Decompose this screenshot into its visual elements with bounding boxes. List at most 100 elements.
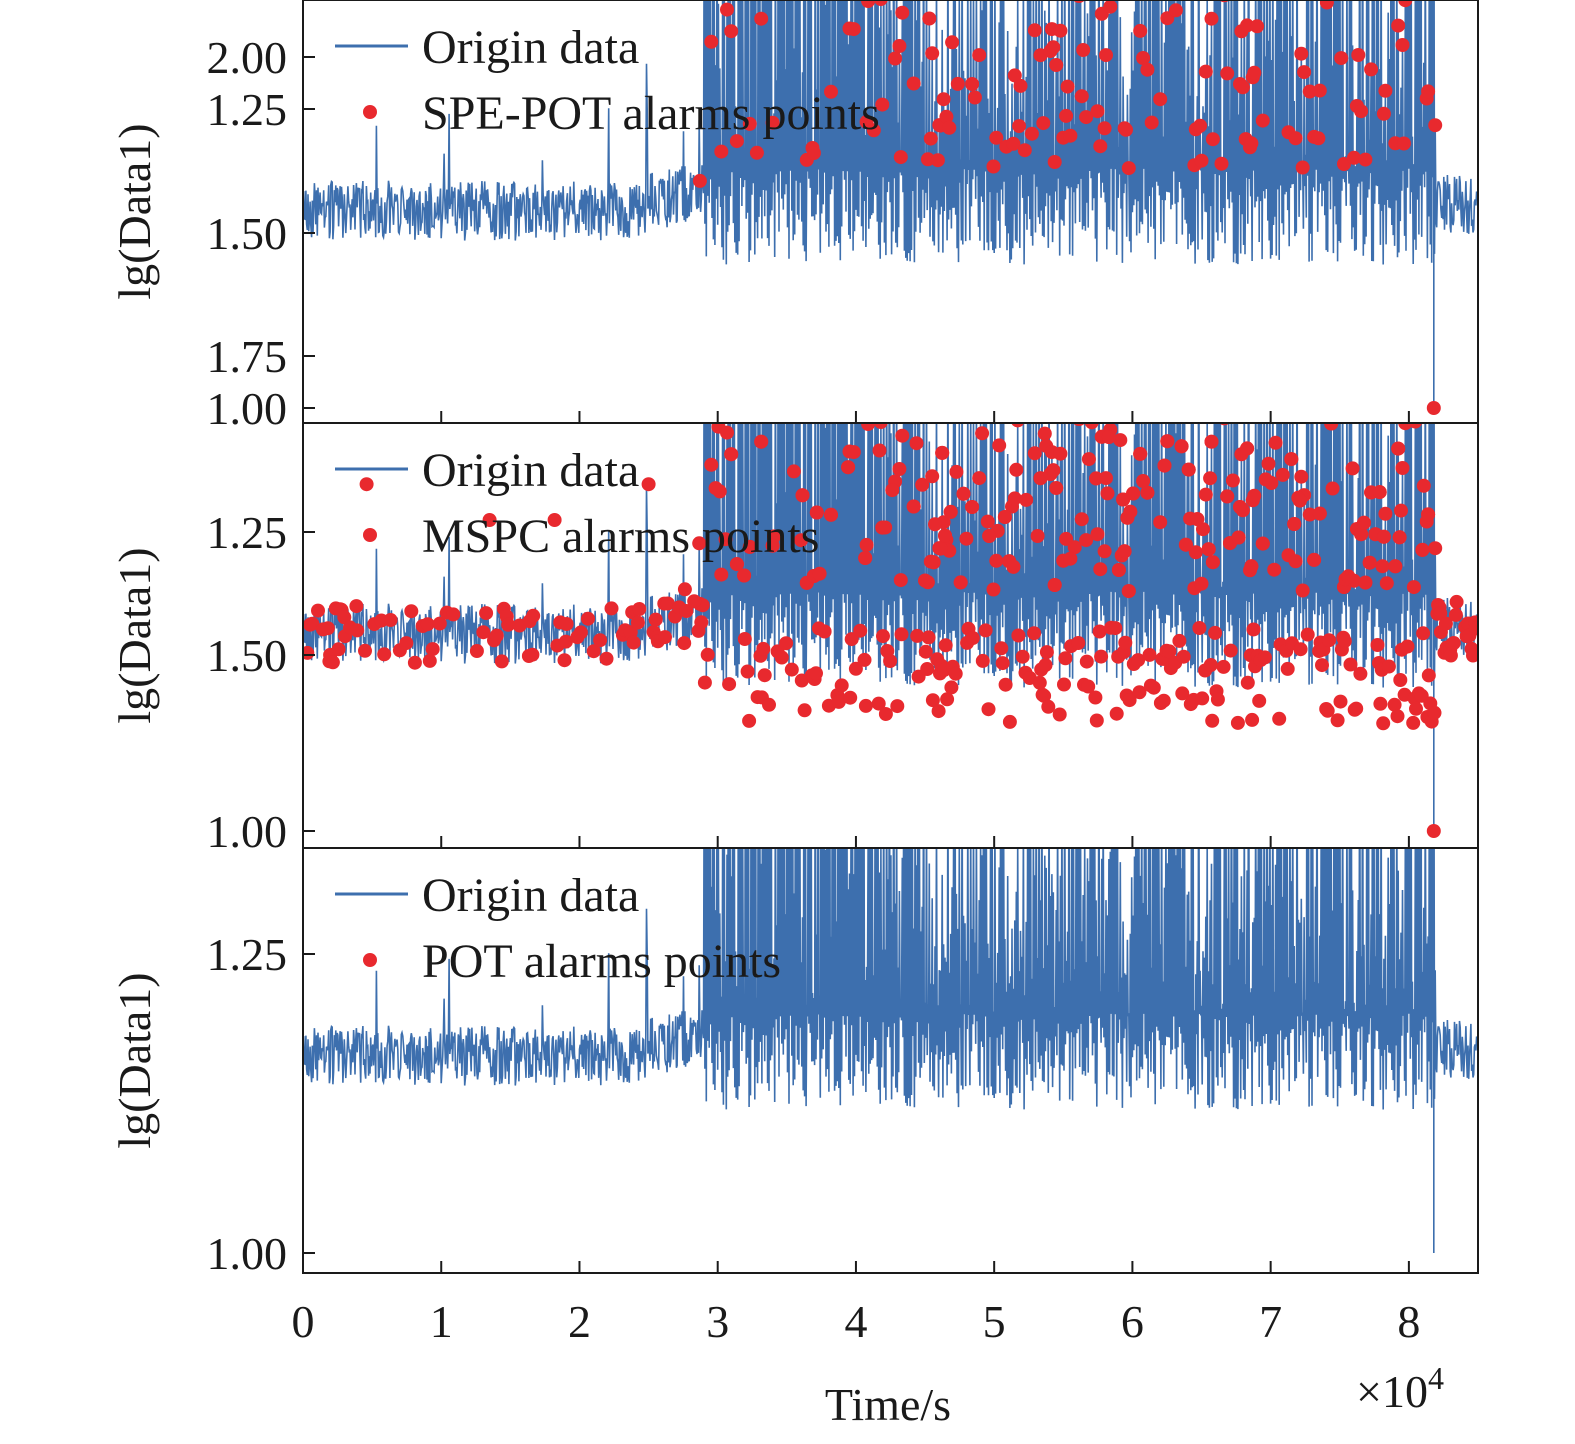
alarm-point <box>1142 300 1156 314</box>
alarm-point <box>720 2 734 17</box>
alarm-point <box>801 328 815 342</box>
alarm-point <box>928 517 942 532</box>
alarm-point <box>1395 461 1410 475</box>
x-tick-label: 3 <box>706 1296 729 1347</box>
alarm-point <box>1130 357 1144 371</box>
legend-dot-swatch <box>363 105 377 119</box>
alarm-point <box>1322 633 1337 648</box>
alarm-point <box>1335 423 1342 424</box>
alarm-point <box>837 323 851 337</box>
alarm-point <box>1057 677 1071 692</box>
alarm-point <box>1208 625 1223 640</box>
alarm-point <box>1387 375 1401 389</box>
alarm-point <box>1092 292 1106 306</box>
alarm-point <box>910 628 925 643</box>
alarm-point <box>1244 559 1259 574</box>
alarm-point <box>1387 697 1402 712</box>
alarm-point <box>917 293 931 307</box>
alarm-point <box>1170 326 1184 340</box>
alarm-point <box>925 46 940 61</box>
alarm-point <box>749 145 764 160</box>
legend-label: Origin data <box>422 21 639 74</box>
alarm-point <box>1283 361 1297 375</box>
alarm-point <box>1312 506 1327 521</box>
alarm-point <box>1341 569 1356 584</box>
alarm-point <box>1410 329 1424 343</box>
alarm-point <box>920 376 934 390</box>
alarm-point <box>1170 326 1184 340</box>
alarm-point <box>1443 648 1458 663</box>
alarm-point <box>1294 469 1309 484</box>
alarm-point <box>1302 84 1317 99</box>
alarm-point <box>1121 584 1136 599</box>
alarm-point <box>1287 517 1302 531</box>
alarm-point <box>922 11 937 26</box>
alarm-point <box>1153 515 1168 530</box>
alarm-point <box>1086 393 1100 407</box>
alarm-point <box>1110 354 1124 368</box>
alarm-point <box>1190 512 1205 527</box>
alarm-point <box>1042 355 1056 369</box>
alarm-point <box>677 582 692 597</box>
plot-area <box>303 848 1478 1253</box>
y-tick-label: 1.25 <box>207 507 288 558</box>
alarm-point <box>1214 156 1229 171</box>
alarm-point <box>1122 693 1137 708</box>
alarm-point <box>1398 0 1413 8</box>
alarm-point <box>1016 391 1030 405</box>
alarm-point <box>977 346 991 360</box>
alarm-point <box>311 603 325 618</box>
alarm-point <box>1345 461 1360 476</box>
alarm-point <box>1140 62 1155 77</box>
y-tick-label: 1.25 <box>207 84 288 135</box>
alarm-point <box>926 555 941 570</box>
alarm-point <box>1466 648 1478 663</box>
alarm-point <box>784 342 798 356</box>
y-tick-label: 1.75 <box>207 331 288 382</box>
alarm-point <box>1126 486 1141 501</box>
alarm-point <box>1235 80 1250 95</box>
alarm-point <box>835 292 849 306</box>
alarm-point <box>1063 128 1078 143</box>
alarm-point <box>1329 251 1343 265</box>
alarm-point <box>1205 132 1220 147</box>
alarm-point <box>756 257 770 271</box>
alarm-point <box>760 402 774 416</box>
alarm-point <box>933 541 948 556</box>
alarm-point <box>1223 643 1238 658</box>
alarm-point <box>1176 261 1190 275</box>
alarm-point <box>1163 353 1177 367</box>
alarm-point <box>1007 68 1022 83</box>
alarm-point <box>1194 576 1209 591</box>
alarm-point <box>1401 332 1415 346</box>
alarm-point <box>853 623 868 638</box>
alarm-point <box>1052 707 1067 722</box>
alarm-point <box>1058 651 1073 666</box>
alarm-point <box>811 236 825 250</box>
alarm-point <box>716 368 730 382</box>
alarm-point <box>1150 269 1164 283</box>
alarm-point <box>925 693 940 708</box>
alarm-point <box>1288 131 1303 146</box>
y-tick-label: 1.50 <box>207 208 288 259</box>
alarm-point <box>890 699 905 714</box>
alarm-point <box>1415 542 1430 557</box>
alarm-point <box>1073 340 1087 354</box>
alarm-point <box>893 150 908 165</box>
legend-label: POT alarms points <box>422 935 781 988</box>
alarm-point <box>1173 250 1187 264</box>
alarm-point <box>1144 115 1159 130</box>
alarm-point <box>1334 51 1349 66</box>
alarm-point <box>737 568 752 583</box>
alarm-point <box>1229 296 1243 310</box>
alarm-point <box>1058 323 1072 337</box>
alarm-point <box>1376 106 1391 121</box>
alarm-point <box>1295 160 1310 175</box>
x-tick-label: 4 <box>844 1296 867 1347</box>
alarm-point <box>747 315 761 329</box>
alarm-point <box>358 643 372 658</box>
alarm-point <box>1210 692 1225 707</box>
alarm-point <box>1007 491 1022 506</box>
alarm-point <box>1227 261 1241 275</box>
